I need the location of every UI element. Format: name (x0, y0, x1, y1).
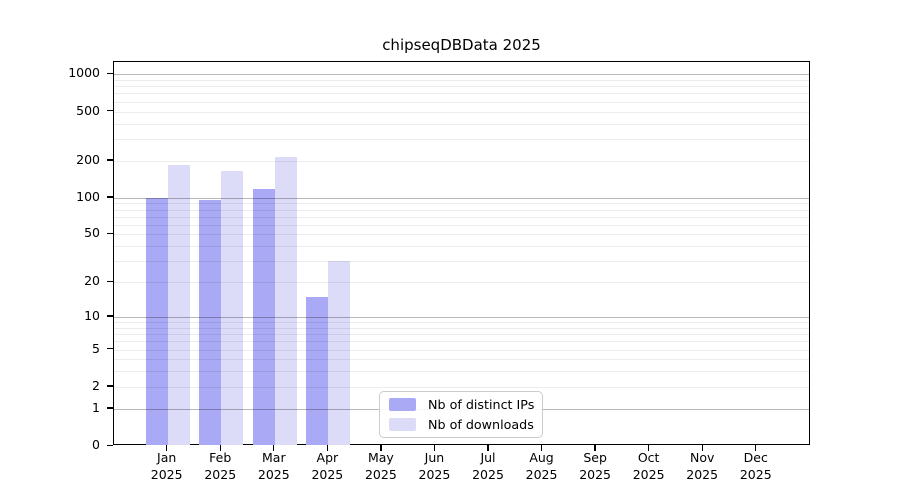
x-tick (326, 445, 329, 451)
chart-title: chipseqDBData 2025 (382, 36, 541, 54)
y-tick (107, 72, 113, 75)
y-tick-label: 20 (84, 273, 100, 289)
y-tick-label: 1 (92, 399, 100, 415)
x-tick-label-jul: Jul 2025 (472, 450, 504, 482)
bar-downloads-apr (328, 261, 351, 445)
minor-gridline (114, 246, 809, 248)
x-tick-label-apr: Apr 2025 (311, 450, 344, 482)
y-tick (107, 315, 113, 317)
y-tick (107, 280, 113, 283)
bar-distinct-ips-apr (306, 296, 329, 445)
legend-label-downloads: Nb of downloads (428, 417, 534, 432)
legend-swatch-downloads (389, 418, 416, 431)
x-tick-label-mar: Mar 2025 (257, 450, 290, 482)
y-tick (107, 348, 113, 350)
major-gridline (114, 197, 809, 199)
minor-gridline (114, 386, 809, 388)
minor-gridline (114, 160, 809, 162)
minor-gridline (114, 334, 809, 336)
minor-gridline (114, 234, 809, 236)
bar-distinct-ips-feb (199, 199, 222, 445)
y-tick (107, 407, 113, 409)
minor-gridline (114, 111, 809, 113)
minor-gridline (114, 123, 809, 125)
minor-gridline (114, 341, 809, 343)
minor-gridline (114, 371, 809, 373)
bar-distinct-ips-jan (145, 197, 168, 445)
x-tick (219, 445, 221, 451)
x-tick (594, 445, 596, 451)
minor-gridline (114, 216, 809, 218)
x-tick-label-oct: Oct 2025 (632, 450, 665, 482)
minor-gridline (114, 282, 809, 284)
x-tick (166, 445, 168, 451)
minor-gridline (114, 93, 809, 95)
y-tick-label: 100 (76, 188, 100, 204)
y-tick-label: 50 (84, 225, 100, 241)
x-tick (647, 445, 650, 451)
legend: Nb of distinct IPs Nb of downloads (379, 391, 543, 438)
y-tick-label: 5 (92, 340, 100, 356)
x-tick (701, 445, 703, 451)
x-tick (433, 445, 436, 451)
y-tick-label: 1000 (68, 65, 100, 81)
y-tick-label: 2 (92, 377, 100, 393)
legend-item-downloads: Nb of downloads (389, 417, 542, 432)
y-tick-label: 0 (92, 437, 100, 452)
x-tick (380, 445, 382, 451)
plot-area (113, 61, 810, 445)
x-tick (755, 445, 757, 451)
minor-gridline (114, 224, 809, 226)
bar-downloads-jan (167, 165, 190, 445)
minor-gridline (114, 209, 809, 211)
legend-item-distinct-ips: Nb of distinct IPs (389, 397, 542, 412)
y-tick-label: 500 (76, 102, 100, 118)
x-tick-label-may: May 2025 (364, 450, 397, 482)
y-tick-label: 10 (84, 307, 100, 323)
x-tick-label-jan: Jan 2025 (150, 450, 183, 482)
major-gridline (114, 74, 809, 76)
x-tick (540, 445, 543, 451)
bar-downloads-mar (274, 156, 297, 445)
y-tick (107, 444, 113, 446)
y-tick-label: 200 (76, 151, 100, 167)
minor-gridline (114, 261, 809, 263)
y-tick (107, 385, 113, 387)
bar-downloads-feb (221, 170, 244, 445)
y-tick (107, 159, 113, 161)
x-tick (487, 445, 489, 451)
minor-gridline (114, 203, 809, 205)
minor-gridline (114, 79, 809, 81)
x-tick-label-aug: Aug 2025 (525, 450, 558, 482)
minor-gridline (114, 101, 809, 103)
minor-gridline (114, 138, 809, 140)
minor-gridline (114, 349, 809, 351)
x-tick-label-nov: Nov 2025 (686, 450, 719, 482)
x-tick-label-feb: Feb 2025 (204, 450, 237, 482)
x-tick-label-dec: Dec 2025 (739, 450, 772, 482)
x-tick-label-jun: Jun 2025 (418, 450, 451, 482)
minor-gridline (114, 359, 809, 361)
legend-label-distinct-ips: Nb of distinct IPs (428, 397, 535, 412)
x-tick (273, 445, 275, 451)
bar-distinct-ips-mar (252, 188, 275, 445)
minor-gridline (114, 327, 809, 329)
major-gridline (114, 316, 809, 318)
minor-gridline (114, 86, 809, 88)
y-tick (107, 232, 113, 235)
y-tick (107, 196, 113, 198)
legend-swatch-distinct-ips (389, 398, 416, 411)
y-tick (107, 110, 113, 112)
x-tick-label-sep: Sep 2025 (579, 450, 611, 482)
minor-gridline (114, 322, 809, 324)
